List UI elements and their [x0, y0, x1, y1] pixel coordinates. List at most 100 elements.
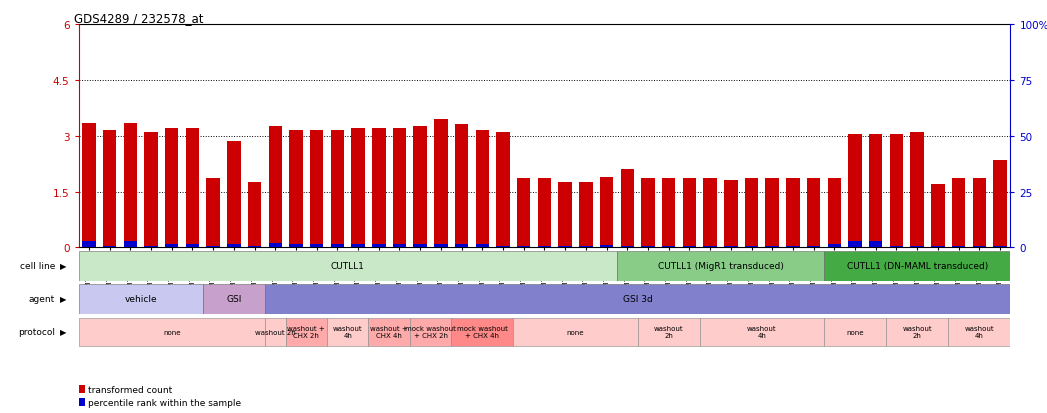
- Bar: [103, 131, 116, 248]
- Bar: [704, 179, 717, 248]
- Bar: [393, 245, 406, 248]
- Bar: [454, 245, 468, 248]
- Bar: [824, 318, 886, 347]
- Bar: [248, 246, 262, 248]
- Bar: [327, 318, 369, 347]
- Bar: [824, 251, 1010, 281]
- Bar: [206, 246, 220, 248]
- Bar: [558, 246, 572, 248]
- Bar: [248, 183, 262, 248]
- Text: none: none: [163, 329, 180, 335]
- Text: washout
4h: washout 4h: [748, 325, 777, 339]
- Bar: [765, 246, 779, 248]
- Bar: [435, 245, 448, 248]
- Bar: [765, 179, 779, 248]
- Bar: [869, 241, 883, 248]
- Bar: [848, 241, 862, 248]
- Bar: [662, 246, 675, 248]
- Bar: [475, 245, 489, 248]
- Bar: [538, 179, 551, 248]
- Bar: [973, 179, 986, 248]
- Bar: [414, 127, 427, 248]
- Bar: [331, 131, 344, 248]
- Bar: [600, 177, 614, 248]
- Bar: [203, 284, 265, 314]
- Bar: [952, 246, 965, 248]
- Bar: [994, 246, 1007, 248]
- Bar: [454, 125, 468, 248]
- Text: vehicle: vehicle: [125, 294, 157, 304]
- Bar: [662, 179, 675, 248]
- Text: ▶: ▶: [60, 261, 66, 271]
- Bar: [931, 246, 944, 248]
- Bar: [435, 120, 448, 248]
- Bar: [124, 241, 137, 248]
- Bar: [352, 245, 364, 248]
- Text: mock washout
+ CHX 4h: mock washout + CHX 4h: [456, 325, 508, 339]
- Bar: [786, 179, 800, 248]
- Bar: [369, 318, 409, 347]
- Text: washout
2h: washout 2h: [654, 325, 684, 339]
- Text: GSI: GSI: [226, 294, 242, 304]
- Text: washout +
CHX 4h: washout + CHX 4h: [371, 325, 408, 339]
- Bar: [414, 245, 427, 248]
- Bar: [886, 318, 949, 347]
- Bar: [600, 245, 614, 248]
- Text: washout
4h: washout 4h: [964, 325, 994, 339]
- Bar: [103, 246, 116, 248]
- Text: washout 2h: washout 2h: [254, 329, 295, 335]
- Bar: [79, 284, 203, 314]
- Text: washout +
CHX 2h: washout + CHX 2h: [288, 325, 326, 339]
- Bar: [973, 246, 986, 248]
- Text: none: none: [566, 329, 584, 335]
- Text: none: none: [846, 329, 864, 335]
- Text: mock washout
+ CHX 2h: mock washout + CHX 2h: [405, 325, 456, 339]
- Bar: [517, 179, 531, 248]
- Bar: [289, 245, 303, 248]
- Bar: [517, 246, 531, 248]
- Bar: [227, 142, 241, 248]
- Text: GDS4289 / 232578_at: GDS4289 / 232578_at: [74, 12, 203, 25]
- Bar: [641, 246, 654, 248]
- Bar: [949, 318, 1010, 347]
- Bar: [409, 318, 451, 347]
- Bar: [579, 183, 593, 248]
- Bar: [79, 251, 617, 281]
- Bar: [890, 246, 904, 248]
- Bar: [911, 133, 923, 248]
- Bar: [786, 246, 800, 248]
- Bar: [144, 133, 158, 248]
- Bar: [621, 170, 634, 248]
- Bar: [699, 318, 824, 347]
- Bar: [638, 318, 699, 347]
- Bar: [744, 179, 758, 248]
- Bar: [931, 185, 944, 248]
- Bar: [206, 179, 220, 248]
- Bar: [911, 246, 923, 248]
- Bar: [827, 179, 841, 248]
- Bar: [807, 179, 821, 248]
- Bar: [617, 251, 824, 281]
- Text: ▶: ▶: [60, 328, 66, 337]
- Bar: [725, 246, 737, 248]
- Bar: [683, 179, 696, 248]
- Bar: [265, 318, 286, 347]
- Bar: [82, 241, 95, 248]
- Bar: [185, 245, 199, 248]
- Bar: [286, 318, 327, 347]
- Bar: [538, 246, 551, 248]
- Bar: [869, 135, 883, 248]
- Bar: [994, 161, 1007, 248]
- Bar: [621, 246, 634, 248]
- Bar: [579, 246, 593, 248]
- Bar: [807, 246, 821, 248]
- Text: cell line: cell line: [20, 261, 55, 271]
- Bar: [952, 179, 965, 248]
- Text: ▶: ▶: [60, 294, 66, 304]
- Bar: [289, 131, 303, 248]
- Bar: [683, 246, 696, 248]
- Bar: [558, 183, 572, 248]
- Bar: [475, 131, 489, 248]
- Bar: [513, 318, 638, 347]
- Bar: [82, 123, 95, 248]
